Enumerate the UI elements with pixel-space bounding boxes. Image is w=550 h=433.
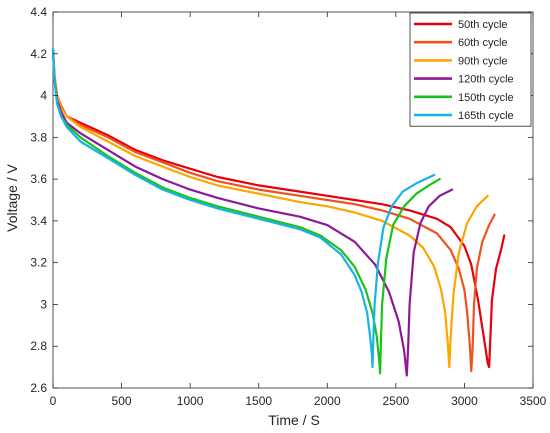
y-tick-label: 4.2 — [30, 47, 47, 61]
series-line-0 — [51, 48, 506, 369]
series-line-5 — [51, 48, 436, 369]
x-tick-label: 1000 — [177, 394, 204, 408]
series-line-1 — [51, 48, 496, 373]
y-tick-label: 2.8 — [30, 339, 47, 353]
legend-label-3: 120th cycle — [458, 74, 514, 86]
legend: 50th cycle 60th cycle 90th cycle 120th cycl… — [409, 12, 532, 127]
x-tick-label: 1500 — [245, 394, 272, 408]
series-line-2 — [51, 48, 489, 369]
y-tick-label: 3.4 — [30, 214, 47, 228]
x-tick-label: 2500 — [383, 394, 410, 408]
x-tick-label: 2000 — [314, 394, 341, 408]
legend-label-0: 50th cycle — [458, 19, 508, 31]
series-line-3 — [51, 48, 454, 377]
legend-label-1: 60th cycle — [458, 37, 508, 49]
legend-box — [409, 12, 532, 127]
axis-ticks: 0 500 1000 1500 2000 2500 3000 3500 2.6 2.8 3 3.2 3.… — [30, 5, 546, 408]
legend-label-2: 90th cycle — [458, 55, 508, 67]
x-tick-label: 3500 — [520, 394, 547, 408]
y-tick-label: 3.6 — [30, 172, 47, 186]
series-line-4 — [51, 48, 441, 375]
series-layer — [51, 48, 506, 377]
y-axis-label: Voltage / V — [4, 163, 20, 231]
y-tick-label: 3.2 — [30, 256, 47, 270]
y-tick-label: 4.4 — [30, 5, 47, 19]
legend-label-4: 150th cycle — [458, 92, 514, 104]
legend-label-5: 165th cycle — [458, 110, 514, 122]
x-tick-label: 500 — [112, 394, 132, 408]
x-axis-label: Time / S — [268, 412, 320, 428]
y-tick-label: 2.6 — [30, 381, 47, 395]
y-tick-label: 3 — [40, 297, 47, 311]
y-tick-label: 4 — [40, 89, 47, 103]
x-tick-label: 3000 — [451, 394, 478, 408]
x-tick-label: 0 — [50, 394, 57, 408]
y-tick-label: 3.8 — [30, 130, 47, 144]
